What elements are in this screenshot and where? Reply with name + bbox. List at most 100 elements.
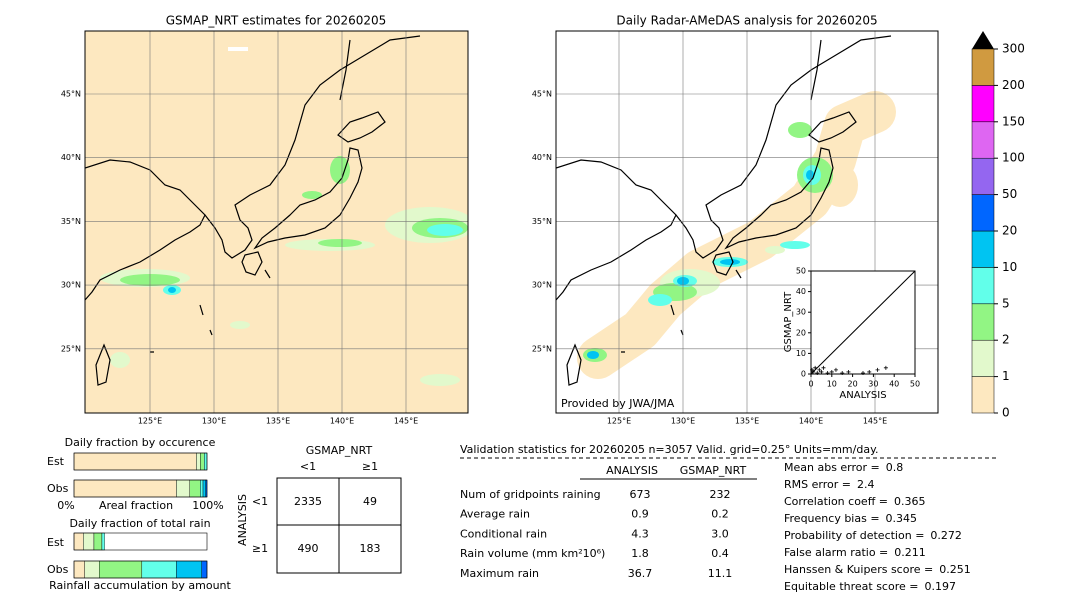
map-shape: [720, 259, 740, 265]
map-shape: [587, 351, 599, 359]
y-tick-label: 40: [796, 287, 806, 296]
lat-label: 25°N: [532, 344, 552, 353]
score-value: 0.272: [930, 529, 962, 542]
scatter-point: [861, 370, 865, 375]
score: Equitable threat score = 0.197: [784, 580, 956, 593]
y-tick-label: 30: [796, 308, 806, 317]
axis-end-label: 0%: [57, 499, 74, 512]
score-label: Hanssen & Kuipers score =: [784, 563, 933, 576]
x-tick-label: 40: [889, 380, 899, 389]
score: Hanssen & Kuipers score = 0.251: [784, 563, 971, 576]
lon-label: 135°E: [266, 417, 290, 426]
lon-label: 130°E: [202, 417, 226, 426]
colorbar-label: 5: [1002, 296, 1010, 310]
cell: 490: [298, 542, 319, 555]
score-value: 0.365: [894, 495, 926, 508]
score: Frequency bias = 0.345: [784, 512, 917, 525]
scatter-point: [867, 369, 872, 374]
map-title: GSMAP_NRT estimates for 20260205: [166, 14, 387, 28]
colorbar-segment: [971, 267, 995, 305]
score-label: Mean abs error =: [784, 461, 880, 474]
lon-label: 145°E: [394, 417, 418, 426]
fraction-segment: [93, 532, 103, 551]
colorbar-segment: [971, 339, 995, 377]
stat-label: Num of gridpoints raining: [460, 488, 601, 501]
bar-frame: [73, 479, 208, 498]
score: Probability of detection = 0.272: [784, 529, 962, 542]
credit: Provided by JWA/JMA: [561, 397, 675, 410]
fraction-segment: [200, 479, 204, 498]
scatter-point: [817, 367, 822, 372]
map-frame: [555, 30, 939, 414]
stat-value: 11.1: [708, 567, 733, 580]
colorbar-label: 0: [1002, 406, 1010, 420]
colorbar-label: 1: [1002, 369, 1010, 383]
cell: 2335: [294, 495, 322, 508]
colorbar-segment: [971, 121, 995, 159]
stat-label: Average rain: [460, 508, 530, 521]
scatter-point: [833, 367, 838, 372]
fraction-charts: Daily fraction by occurence Est Obs 0% A…: [47, 436, 232, 592]
statistics: Validation statistics for 20260205 n=305…: [460, 443, 997, 593]
colorbar-segment: [971, 230, 995, 268]
map-shape: [302, 191, 322, 199]
map-shape: [168, 287, 176, 293]
lon-label: 130°E: [671, 417, 695, 426]
score: Correlation coeff = 0.365: [784, 495, 926, 508]
colorbar-segment: [971, 376, 995, 414]
fraction-segment: [202, 479, 206, 498]
stat-value: 0.4: [711, 547, 729, 560]
scatter-point: [819, 369, 824, 374]
map-shape: [648, 294, 672, 306]
scatter-point: [821, 365, 826, 370]
score: False alarm ratio = 0.211: [784, 546, 926, 559]
lat-label: 45°N: [532, 90, 552, 99]
fraction-segment: [83, 532, 95, 551]
scatter-point: [815, 370, 820, 375]
colorbar-label: 10: [1002, 260, 1017, 274]
lon-label: 145°E: [863, 417, 887, 426]
score-label: Probability of detection =: [784, 529, 924, 542]
score-label: False alarm ratio =: [784, 546, 888, 559]
stat-label: Maximum rain: [460, 567, 539, 580]
fraction-segment: [200, 452, 205, 471]
lat-label: 45°N: [61, 90, 81, 99]
left-map: [85, 31, 468, 413]
score-label: Equitable threat score =: [784, 580, 918, 593]
scatter-point: [811, 369, 816, 374]
score: RMS error = 2.4: [784, 478, 874, 491]
map-shape: [420, 374, 460, 386]
stat-value: 232: [710, 488, 731, 501]
colorbar-segment: [971, 85, 995, 123]
stats-header: Validation statistics for 20260205 n=305…: [460, 443, 879, 456]
bar-frame: [73, 532, 208, 551]
colorbar-label: 200: [1002, 78, 1025, 92]
scatter-point: [883, 365, 888, 370]
lon-label: 140°E: [799, 417, 823, 426]
lat-label: 35°N: [532, 217, 552, 226]
cell: 183: [360, 542, 381, 555]
colorbar: 0 1 2 5 10 20 50 100 150 200 300: [971, 31, 1025, 420]
map-shape: [577, 91, 896, 379]
lat-label: 30°N: [532, 281, 552, 290]
col-label: <1: [300, 460, 316, 473]
lon-label: 140°E: [330, 417, 354, 426]
fraction-segment: [99, 560, 143, 579]
colorbar-segment: [971, 194, 995, 232]
score-value: 0.211: [894, 546, 926, 559]
colorbar-label: 100: [1002, 151, 1025, 165]
map-shape: [110, 352, 130, 368]
map-shape: [318, 239, 362, 247]
row-label: Est: [47, 536, 65, 549]
scatter-point: [840, 370, 845, 375]
colorbar-segment: [971, 48, 995, 86]
fraction-segment: [73, 452, 197, 471]
map-shape: [228, 47, 248, 51]
map-shape: [230, 321, 250, 329]
x-tick-label: 20: [848, 380, 858, 389]
fraction-segment: [176, 479, 190, 498]
lon-label: 135°E: [735, 417, 759, 426]
map-shape: [765, 246, 785, 254]
fraction-segment: [141, 560, 177, 579]
